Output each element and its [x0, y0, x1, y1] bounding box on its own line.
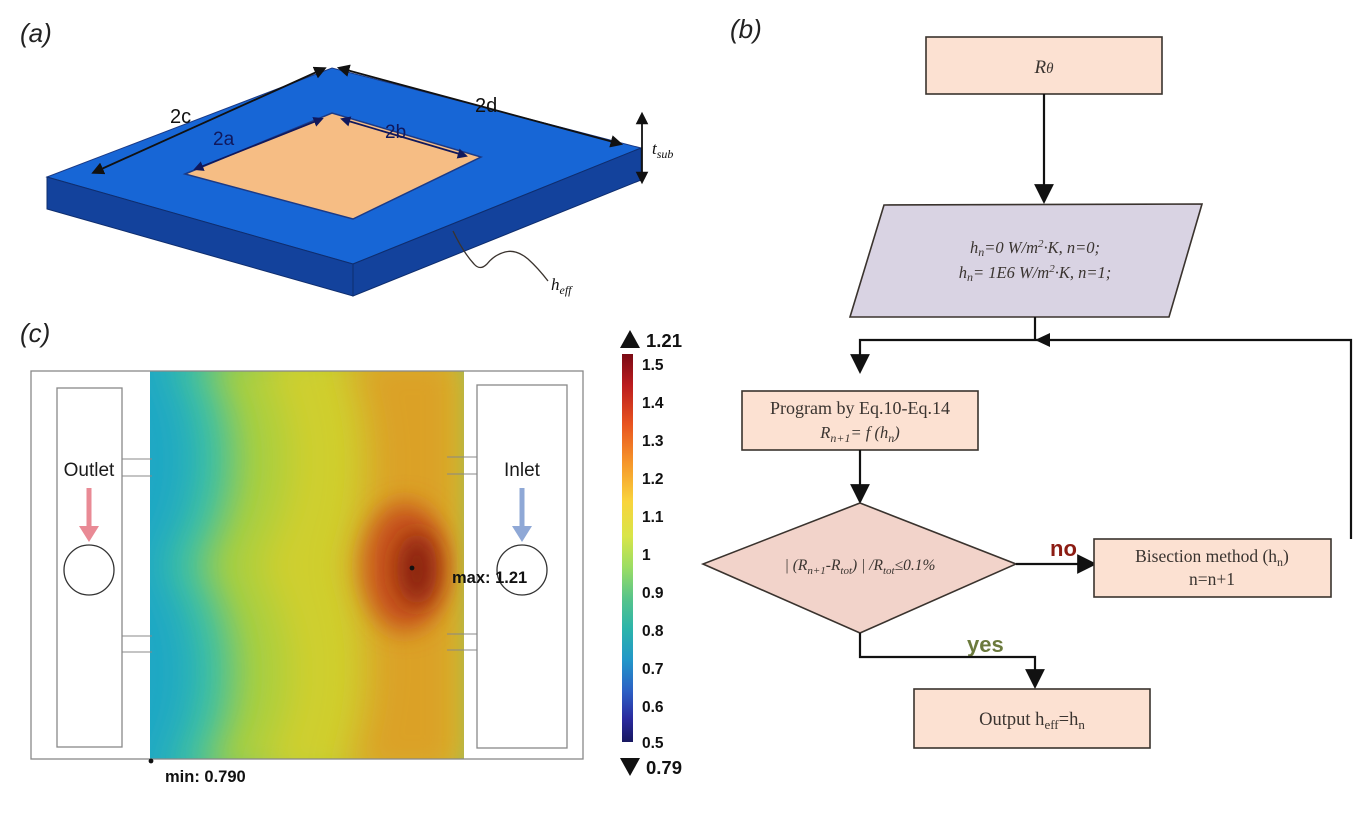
svg-text:yes: yes — [967, 632, 1004, 657]
svg-text:heff: heff — [551, 275, 573, 297]
svg-text:1.5: 1.5 — [642, 357, 664, 374]
svg-text:min: 0.790: min: 0.790 — [165, 768, 246, 786]
svg-text:1.2: 1.2 — [642, 471, 664, 488]
svg-text:1.1: 1.1 — [642, 509, 664, 526]
svg-text:2a: 2a — [213, 129, 235, 150]
svg-text:1.3: 1.3 — [642, 433, 664, 450]
svg-text:Bisection method (hn): Bisection method (hn) — [1135, 546, 1289, 569]
svg-text:0.6: 0.6 — [642, 699, 664, 716]
svg-text:n=n+1: n=n+1 — [1189, 569, 1235, 589]
svg-text:tsub: tsub — [652, 139, 673, 161]
svg-text:0.9: 0.9 — [642, 585, 664, 602]
svg-text:Rθ: Rθ — [1034, 57, 1055, 78]
svg-text:2d: 2d — [475, 95, 497, 117]
svg-text:2c: 2c — [170, 106, 191, 128]
svg-text:Program by Eq.10-Eq.14: Program by Eq.10-Eq.14 — [770, 398, 950, 418]
svg-text:no: no — [1050, 536, 1077, 561]
svg-text:0.7: 0.7 — [642, 661, 664, 678]
svg-text:0.5: 0.5 — [642, 735, 664, 752]
svg-text:hn=0 W/m2·K, n=0;: hn=0 W/m2·K, n=0; — [970, 238, 1100, 259]
svg-text:Inlet: Inlet — [504, 460, 541, 481]
svg-text:max: 1.21: max: 1.21 — [452, 569, 527, 587]
svg-text:2b: 2b — [385, 122, 406, 143]
svg-text:1.4: 1.4 — [642, 395, 664, 412]
svg-text:0.79: 0.79 — [646, 757, 682, 778]
svg-text:Output heff=hn: Output heff=hn — [979, 710, 1085, 732]
svg-text:hn= 1E6 W/m2·K, n=1;: hn= 1E6 W/m2·K, n=1; — [959, 263, 1111, 284]
svg-text:0.8: 0.8 — [642, 623, 664, 640]
svg-text:Outlet: Outlet — [64, 460, 115, 481]
svg-text:1: 1 — [642, 547, 651, 564]
svg-text:1.21: 1.21 — [646, 330, 682, 351]
